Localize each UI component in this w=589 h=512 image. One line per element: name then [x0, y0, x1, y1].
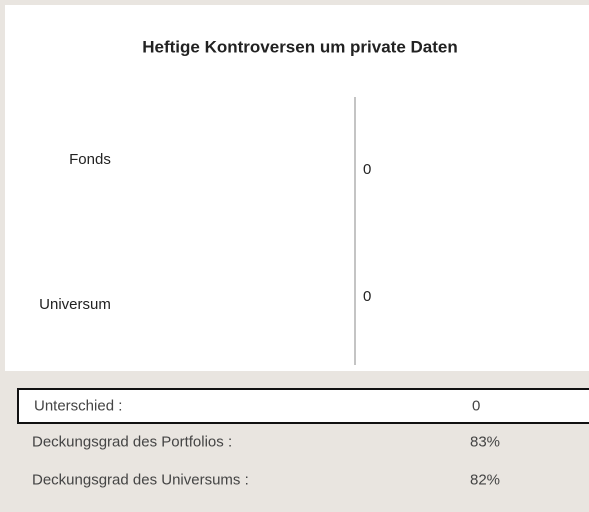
cell-label: Deckungsgrad des Universums :	[32, 471, 249, 489]
cell-value: 83%	[470, 433, 501, 451]
table-row: Unterschied : 0	[17, 388, 589, 424]
cell-label: Unterschied :	[34, 397, 123, 415]
cell-value: 82%	[470, 471, 501, 489]
table-row: Deckungsgrad des Universums : 82%	[17, 462, 589, 498]
chart-panel: Heftige Kontroversen um private Daten Fo…	[5, 5, 589, 371]
category-label: Fonds	[69, 151, 111, 168]
cell-value: 0	[472, 397, 481, 415]
value-label: 0	[363, 288, 371, 305]
value-label: 0	[363, 161, 371, 178]
category-label: Universum	[39, 296, 111, 313]
cell-label: Deckungsgrad des Portfolios :	[32, 433, 233, 451]
table-row: Deckungsgrad des Portfolios : 83%	[17, 424, 589, 460]
chart: Heftige Kontroversen um private Daten Fo…	[39, 37, 458, 365]
chart-title: Heftige Kontroversen um private Daten	[142, 37, 458, 56]
